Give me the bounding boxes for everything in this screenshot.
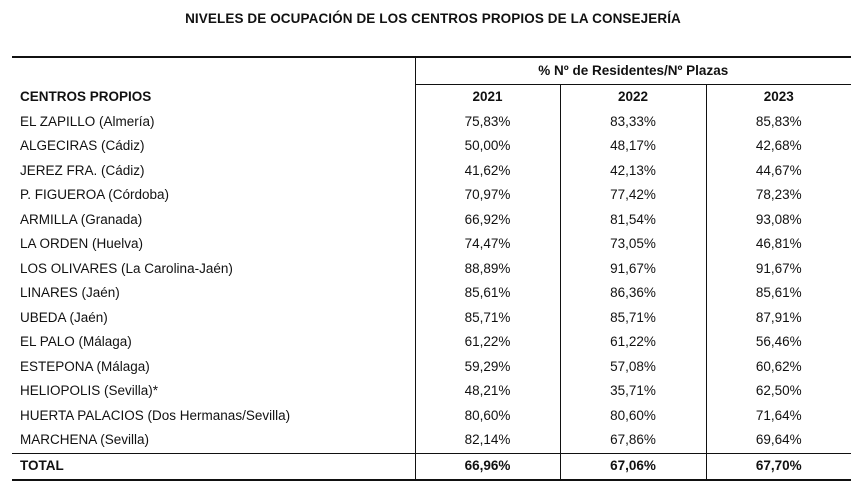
page-title: NIVELES DE OCUPACIÓN DE LOS CENTROS PROP… <box>185 11 681 26</box>
occupancy-value-2023: 60,62% <box>705 354 851 379</box>
table-row: MARCHENA (Sevilla) 82,14% 67,86% 69,64% <box>12 428 851 453</box>
group-header-row: % Nº de Residentes/Nº Plazas <box>12 56 851 85</box>
center-name: ALGECIRAS (Cádiz) <box>20 138 145 154</box>
center-name: EL PALO (Málaga) <box>20 334 132 350</box>
center-name: LOS OLIVARES (La Carolina-Jaén) <box>20 260 233 276</box>
occupancy-value-2022: 61,22% <box>559 330 706 355</box>
center-name: MARCHENA (Sevilla) <box>20 432 150 448</box>
occupancy-value-2023: 71,64% <box>705 403 851 428</box>
occupancy-value-2021: 66,92% <box>414 207 560 232</box>
table-row: P. FIGUEROA (Córdoba) 70,97% 77,42% 78,23% <box>12 183 851 208</box>
table-row: UBEDA (Jaén) 85,71% 85,71% 87,91% <box>12 305 851 330</box>
occupancy-value-2022: 81,54% <box>559 207 706 232</box>
table-row: LOS OLIVARES (La Carolina-Jaén) 88,89% 91,… <box>12 256 851 281</box>
occupancy-value-2022: 35,71% <box>559 379 706 404</box>
occupancy-value-2021: 61,22% <box>414 330 560 355</box>
occupancy-value-2023: 78,23% <box>705 183 851 208</box>
total-label: TOTAL <box>12 452 415 481</box>
occupancy-value-2021: 59,29% <box>414 354 560 379</box>
occupancy-table: % Nº de Residentes/Nº Plazas CENTROS PRO… <box>12 56 851 481</box>
occupancy-value-2023: 87,91% <box>705 305 851 330</box>
occupancy-value-2022: 57,08% <box>559 354 706 379</box>
total-value-2023: 67,70% <box>705 452 851 481</box>
occupancy-value-2021: 80,60% <box>414 403 560 428</box>
occupancy-value-2022: 91,67% <box>559 256 706 281</box>
occupancy-value-2022: 48,17% <box>559 134 706 159</box>
occupancy-value-2021: 70,97% <box>414 183 560 208</box>
column-header-row: CENTROS PROPIOS 2021 2022 2023 <box>12 84 851 110</box>
table-row: HELIOPOLIS (Sevilla)* 48,21% 35,71% 62,50% <box>12 379 851 404</box>
table-row: LA ORDEN (Huelva) 74,47% 73,05% 46,81% <box>12 232 851 257</box>
occupancy-value-2021: 48,21% <box>414 379 560 404</box>
center-name: LA ORDEN (Huelva) <box>20 236 144 252</box>
occupancy-value-2021: 82,14% <box>414 428 560 453</box>
year-header-2023: 2023 <box>705 84 851 110</box>
occupancy-value-2022: 85,71% <box>559 305 706 330</box>
center-name: HELIOPOLIS (Sevilla)* <box>20 383 159 399</box>
blank-header-cell <box>12 56 415 85</box>
center-name: UBEDA (Jaén) <box>20 309 108 325</box>
table-row: JEREZ FRA. (Cádiz) 41,62% 42,13% 44,67% <box>12 158 851 183</box>
occupancy-value-2021: 41,62% <box>414 158 560 183</box>
total-row: TOTAL 66,96% 67,06% 67,70% <box>12 452 851 481</box>
table-row: ALGECIRAS (Cádiz) 50,00% 48,17% 42,68% <box>12 134 851 159</box>
occupancy-value-2023: 62,50% <box>705 379 851 404</box>
occupancy-value-2021: 75,83% <box>414 109 560 134</box>
occupancy-value-2023: 42,68% <box>705 134 851 159</box>
center-name: HUERTA PALACIOS (Dos Hermanas/Sevilla) <box>20 407 291 423</box>
occupancy-value-2021: 50,00% <box>414 134 560 159</box>
center-name: EL ZAPILLO (Almería) <box>20 113 155 129</box>
center-name: ARMILLA (Granada) <box>20 211 143 227</box>
table-row: HUERTA PALACIOS (Dos Hermanas/Sevilla) 80… <box>12 403 851 428</box>
group-header: % Nº de Residentes/Nº Plazas <box>414 56 851 85</box>
table-row: EL ZAPILLO (Almería) 75,83% 83,33% 85,83% <box>12 109 851 134</box>
occupancy-value-2022: 80,60% <box>559 403 706 428</box>
occupancy-value-2023: 93,08% <box>705 207 851 232</box>
table-row: EL PALO (Málaga) 61,22% 61,22% 56,46% <box>12 330 851 355</box>
occupancy-value-2021: 85,71% <box>414 305 560 330</box>
total-value-2022: 67,06% <box>559 452 706 481</box>
occupancy-value-2022: 86,36% <box>559 281 706 306</box>
total-value-2021: 66,96% <box>414 452 560 481</box>
table-row: ESTEPONA (Málaga) 59,29% 57,08% 60,62% <box>12 354 851 379</box>
occupancy-value-2021: 74,47% <box>414 232 560 257</box>
occupancy-value-2022: 73,05% <box>559 232 706 257</box>
year-header-2022: 2022 <box>559 84 706 110</box>
occupancy-value-2023: 44,67% <box>705 158 851 183</box>
occupancy-value-2023: 69,64% <box>705 428 851 453</box>
center-name: P. FIGUEROA (Córdoba) <box>20 187 170 203</box>
name-column-header: CENTROS PROPIOS <box>20 89 152 104</box>
occupancy-value-2023: 85,61% <box>705 281 851 306</box>
table-row: ARMILLA (Granada) 66,92% 81,54% 93,08% <box>12 207 851 232</box>
center-name: JEREZ FRA. (Cádiz) <box>20 162 145 178</box>
table-row: LINARES (Jaén) 85,61% 86,36% 85,61% <box>12 281 851 306</box>
occupancy-value-2023: 91,67% <box>705 256 851 281</box>
occupancy-value-2022: 42,13% <box>559 158 706 183</box>
occupancy-value-2023: 56,46% <box>705 330 851 355</box>
year-header-2021: 2021 <box>414 84 560 110</box>
occupancy-value-2021: 88,89% <box>414 256 560 281</box>
occupancy-value-2022: 67,86% <box>559 428 706 453</box>
center-name: LINARES (Jaén) <box>20 285 120 301</box>
occupancy-value-2023: 85,83% <box>705 109 851 134</box>
occupancy-value-2022: 77,42% <box>559 183 706 208</box>
occupancy-value-2022: 83,33% <box>559 109 706 134</box>
occupancy-value-2021: 85,61% <box>414 281 560 306</box>
occupancy-value-2023: 46,81% <box>705 232 851 257</box>
center-name: ESTEPONA (Málaga) <box>20 358 150 374</box>
